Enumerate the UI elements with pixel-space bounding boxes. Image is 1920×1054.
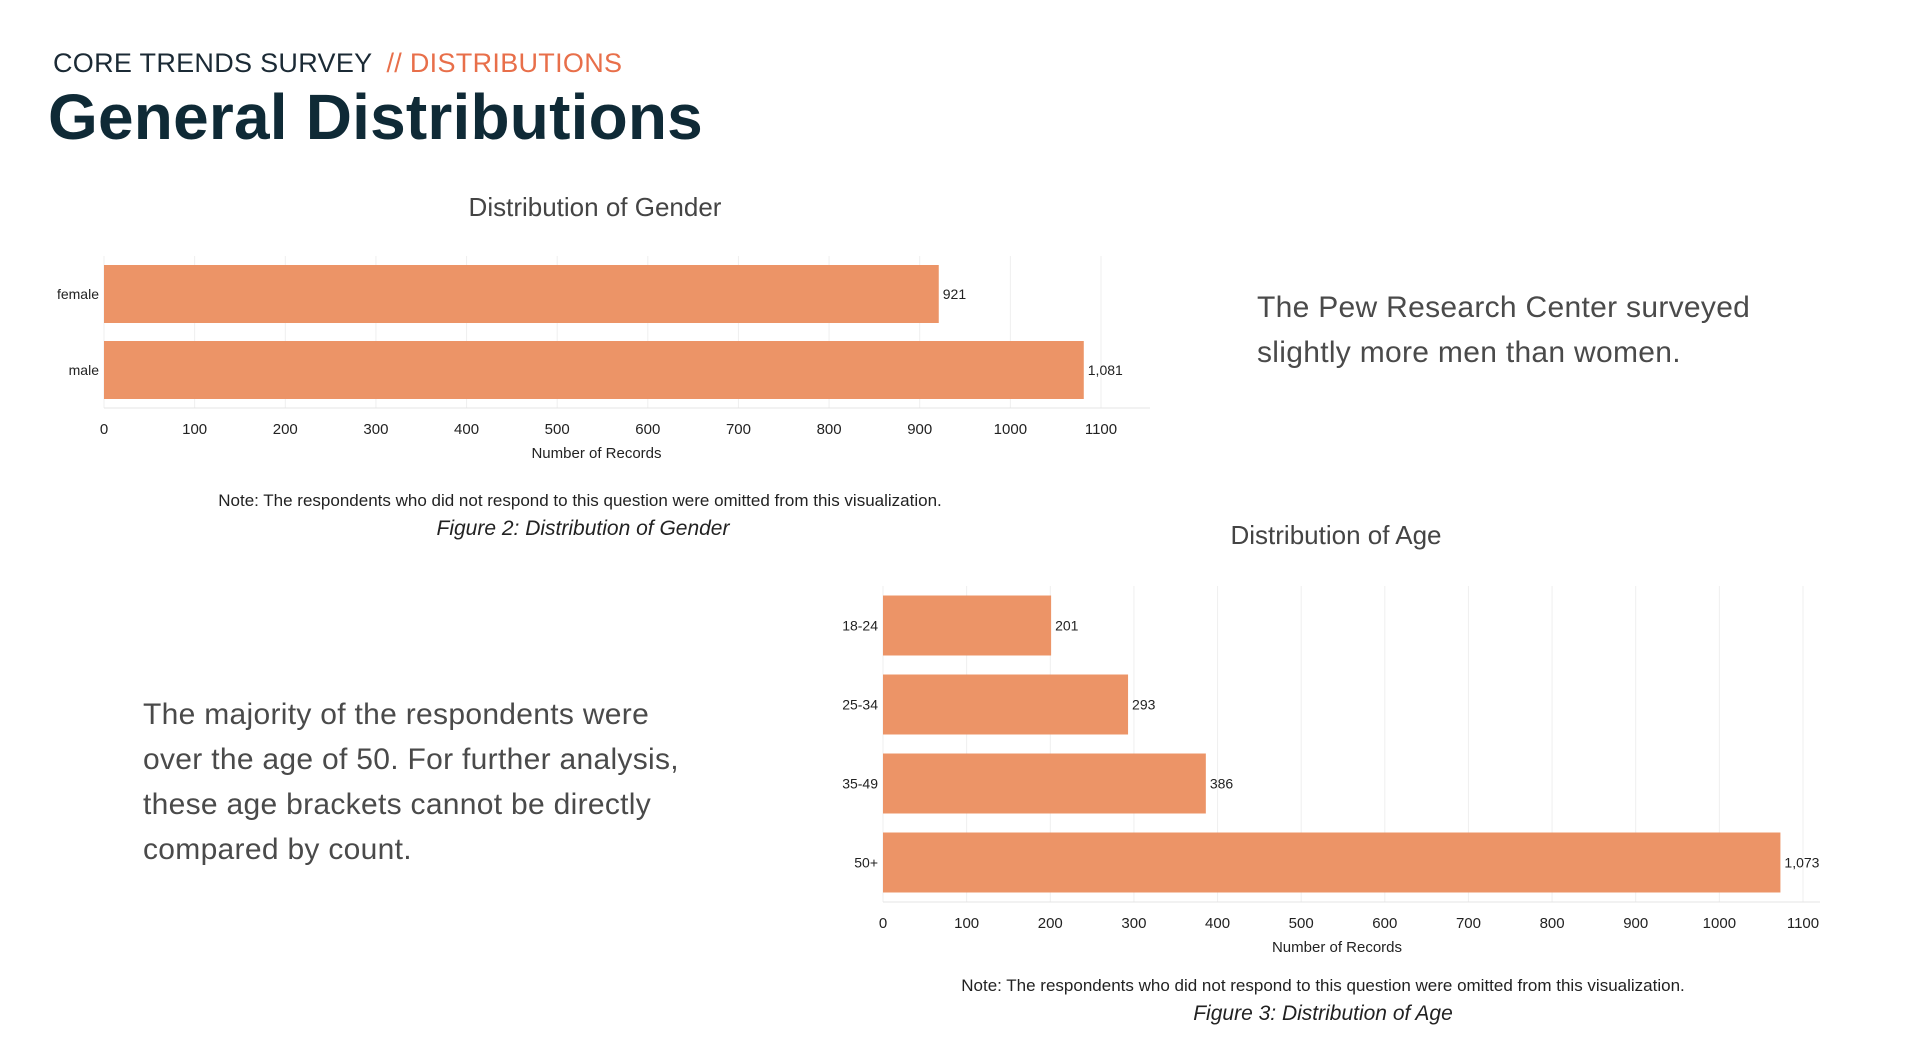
age-tick-label-8: 800 (1540, 915, 1565, 932)
age-tick-label-6: 600 (1372, 915, 1397, 932)
age-tick-label-11: 1100 (1787, 915, 1819, 932)
age-category-label-1: 25-34 (842, 697, 878, 713)
gender-tick-label-7: 700 (726, 421, 751, 438)
age-tick-label-1: 100 (954, 915, 979, 932)
age-tick-label-4: 400 (1205, 915, 1230, 932)
age-data-label-3: 1,073 (1784, 855, 1819, 871)
age-chart-title: Distribution of Age (1230, 520, 1442, 550)
age-tick-label-5: 500 (1289, 915, 1314, 932)
gender-chart-title: Distribution of Gender (468, 192, 722, 222)
age-data-label-0: 201 (1055, 618, 1079, 634)
gender-tick-label-8: 800 (817, 421, 842, 438)
gender-tick-label-4: 400 (454, 421, 479, 438)
gender-tick-label-3: 300 (363, 421, 388, 438)
age-note: Note: The respondents who did not respon… (961, 976, 1685, 995)
age-bar-3 (883, 832, 1781, 893)
age-x-axis-title: Number of Records (1272, 939, 1402, 956)
gender-tick-label-1: 100 (182, 421, 207, 438)
age-data-label-1: 293 (1132, 697, 1156, 713)
age-bar-1 (883, 674, 1129, 735)
gender-category-label-1: male (69, 362, 100, 378)
header-kicker: CORE TRENDS SURVEY // DISTRIBUTIONS (53, 48, 622, 79)
age-bar-2 (883, 753, 1206, 814)
gender-data-label-0: 921 (943, 286, 967, 302)
age-category-label-0: 18-24 (842, 618, 878, 634)
age-bar-0 (883, 595, 1052, 656)
age-tick-label-7: 700 (1456, 915, 1481, 932)
gender-x-axis-title: Number of Records (531, 445, 661, 462)
age-tick-label-0: 0 (879, 915, 887, 932)
age-tick-label-3: 300 (1121, 915, 1146, 932)
gender-tick-label-11: 1100 (1085, 421, 1117, 438)
gender-caption: Figure 2: Distribution of Gender (436, 517, 730, 540)
section-label: // DISTRIBUTIONS (386, 48, 623, 78)
gender-note: Note: The respondents who did not respon… (218, 491, 942, 510)
gender-tick-label-0: 0 (100, 421, 108, 438)
gender-bar-1 (104, 341, 1084, 399)
gender-tick-label-5: 500 (545, 421, 570, 438)
age-caption: Figure 3: Distribution of Age (1193, 1002, 1453, 1025)
age-tick-label-2: 200 (1038, 915, 1063, 932)
gender-category-label-0: female (57, 286, 99, 302)
age-insight: The majority of the respondents were ove… (143, 698, 679, 866)
survey-name: CORE TRENDS SURVEY (53, 48, 373, 78)
gender-tick-label-2: 200 (273, 421, 298, 438)
age-tick-label-9: 900 (1623, 915, 1648, 932)
gender-tick-label-6: 600 (635, 421, 660, 438)
gender-tick-label-10: 1000 (994, 421, 1027, 438)
gender-insight: The Pew Research Center surveyed slightl… (1257, 291, 1751, 369)
age-data-label-2: 386 (1210, 776, 1234, 792)
gender-bar-0 (104, 265, 939, 323)
gender-chart: female 921 male 1,081 0 100 200 300 400 500 600 700… (57, 256, 1150, 462)
page-title: General Distributions (48, 81, 703, 153)
age-category-label-2: 35-49 (842, 776, 878, 792)
gender-data-label-1: 1,081 (1088, 362, 1123, 378)
age-chart: 18-24 201 25-34 293 35-49 386 50+ 1,073 0 100 200 3… (842, 586, 1820, 956)
gender-tick-label-9: 900 (907, 421, 932, 438)
age-category-label-3: 50+ (854, 855, 878, 871)
age-tick-label-10: 1000 (1703, 915, 1736, 932)
